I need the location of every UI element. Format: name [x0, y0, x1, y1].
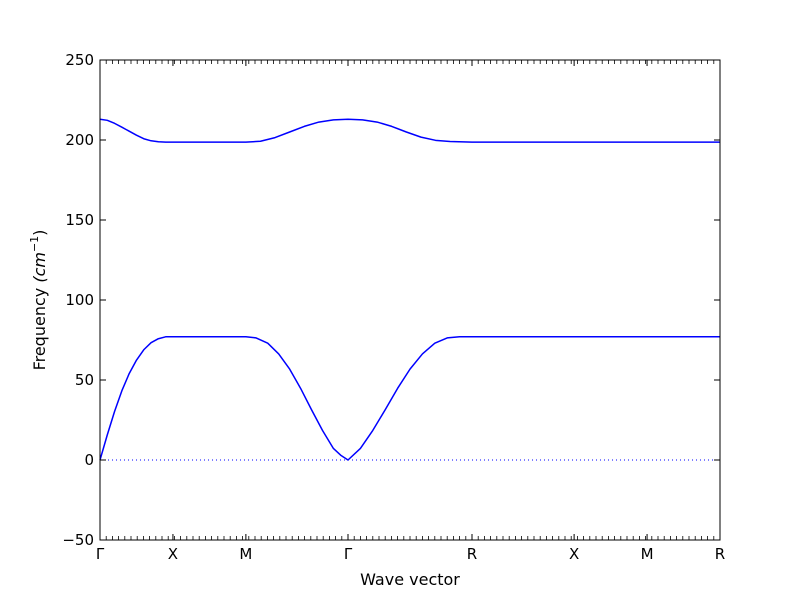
y-tick-label: 250 — [65, 51, 94, 69]
series-line-2 — [99, 118, 720, 143]
y-tick-label: 200 — [65, 131, 94, 149]
plot-background — [100, 60, 720, 540]
y-axis-label: Frequency (cm−1) — [28, 230, 49, 371]
x-tick-label: Γ — [344, 545, 353, 563]
y-tick-label: −50 — [62, 531, 94, 549]
x-tick-label: X — [569, 545, 579, 563]
y-axis-label-math: (cm — [30, 252, 49, 283]
x-axis-label: Wave vector — [360, 570, 460, 589]
x-tick-label: M — [641, 545, 654, 563]
y-axis-label-main: Frequency — [30, 283, 49, 371]
x-tick-label: M — [239, 545, 252, 563]
y-tick-label: 150 — [65, 211, 94, 229]
minor-ticks — [99, 60, 721, 540]
y-tick-label: 0 — [84, 451, 94, 469]
x-tick-label: Γ — [96, 545, 105, 563]
y-tick-label: 50 — [75, 371, 94, 389]
y-axis-ticks: −50 0 50 100 150 200 250 — [62, 51, 720, 549]
series-group — [99, 118, 720, 461]
x-tick-label: R — [715, 545, 725, 563]
y-axis-label-close: ) — [30, 230, 49, 236]
series-line-1 — [99, 336, 720, 461]
x-tick-label: R — [467, 545, 477, 563]
x-tick-label: X — [168, 545, 178, 563]
y-tick-label: 100 — [65, 291, 94, 309]
y-axis-label-exponent: −1 — [28, 236, 41, 252]
